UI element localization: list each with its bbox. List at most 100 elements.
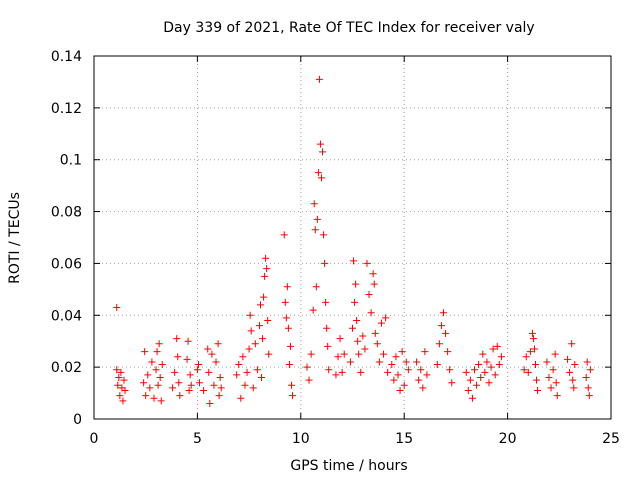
- data-point: [175, 379, 183, 387]
- data-point: [583, 358, 591, 366]
- data-point: [208, 350, 216, 358]
- data-point: [392, 353, 400, 361]
- data-point: [497, 353, 505, 361]
- data-point: [336, 335, 344, 343]
- data-point: [404, 366, 412, 374]
- data-point: [444, 348, 452, 356]
- data-point: [367, 309, 375, 317]
- data-point: [187, 381, 195, 389]
- data-point: [477, 374, 485, 382]
- data-point: [417, 366, 425, 374]
- data-point: [462, 368, 470, 376]
- data-point: [286, 342, 294, 350]
- data-point: [262, 254, 270, 262]
- data-point: [473, 381, 481, 389]
- data-point: [547, 384, 555, 392]
- data-point: [246, 311, 254, 319]
- data-point: [566, 368, 574, 376]
- data-point: [141, 348, 149, 356]
- data-point: [263, 265, 271, 273]
- data-point: [114, 381, 122, 389]
- data-point: [400, 381, 408, 389]
- y-tick-label: 0.06: [51, 256, 82, 272]
- data-point: [375, 358, 383, 366]
- data-point: [526, 348, 534, 356]
- data-point: [320, 231, 328, 239]
- data-point: [142, 392, 150, 400]
- data-point: [479, 350, 487, 358]
- data-point: [158, 361, 166, 369]
- data-point: [176, 392, 184, 400]
- data-point: [373, 340, 381, 348]
- data-point: [117, 368, 125, 376]
- data-points: [113, 75, 594, 407]
- data-point: [570, 384, 578, 392]
- y-tick-label: 0.04: [51, 308, 82, 324]
- data-point: [284, 324, 292, 332]
- data-point: [289, 392, 297, 400]
- data-point: [239, 353, 247, 361]
- data-point: [322, 298, 330, 306]
- data-point: [382, 314, 390, 322]
- data-point: [285, 361, 293, 369]
- data-point: [552, 379, 560, 387]
- data-point: [349, 324, 356, 332]
- data-point: [314, 169, 322, 177]
- data-point: [309, 306, 317, 314]
- data-point: [495, 361, 503, 369]
- data-point: [571, 361, 579, 369]
- x-tick-label: 10: [292, 431, 310, 447]
- data-point: [210, 381, 218, 389]
- data-point: [261, 272, 269, 280]
- data-point: [413, 358, 421, 366]
- data-point: [325, 366, 333, 374]
- data-point: [439, 309, 447, 317]
- data-point: [120, 376, 128, 384]
- data-point: [390, 376, 398, 384]
- data-point: [217, 384, 225, 392]
- data-point: [156, 374, 164, 382]
- x-tick-label: 0: [90, 431, 99, 447]
- data-point: [524, 368, 532, 376]
- data-point: [346, 358, 354, 366]
- data-point: [154, 381, 162, 389]
- data-point: [193, 366, 201, 374]
- data-point: [148, 358, 156, 366]
- data-point: [283, 283, 291, 291]
- data-point: [433, 361, 441, 369]
- data-point: [282, 314, 290, 322]
- data-point: [532, 361, 540, 369]
- data-point: [464, 386, 472, 394]
- data-point: [260, 293, 268, 301]
- data-point: [371, 329, 379, 337]
- data-point: [214, 340, 222, 348]
- data-point: [258, 374, 266, 382]
- data-point: [287, 381, 295, 389]
- data-point: [311, 226, 319, 234]
- data-point: [435, 340, 443, 348]
- data-point: [365, 291, 373, 299]
- data-point: [150, 394, 158, 402]
- data-point: [183, 355, 191, 363]
- data-point: [351, 298, 359, 306]
- data-point: [369, 270, 377, 278]
- data-point: [530, 345, 538, 353]
- x-axis-label: GPS time / hours: [290, 458, 407, 474]
- data-point: [305, 376, 313, 384]
- data-point: [533, 376, 541, 384]
- data-point: [237, 394, 245, 402]
- data-point: [534, 386, 542, 394]
- data-point: [446, 366, 454, 374]
- data-point: [280, 231, 288, 239]
- data-point: [216, 374, 224, 382]
- data-point: [312, 283, 320, 291]
- data-point: [396, 386, 404, 394]
- data-point: [157, 397, 165, 405]
- data-point: [264, 316, 272, 324]
- data-point: [265, 350, 273, 358]
- data-point: [350, 257, 358, 265]
- data-point: [423, 371, 431, 379]
- data-point: [255, 322, 263, 330]
- data-point: [146, 384, 154, 392]
- data-point: [528, 329, 536, 337]
